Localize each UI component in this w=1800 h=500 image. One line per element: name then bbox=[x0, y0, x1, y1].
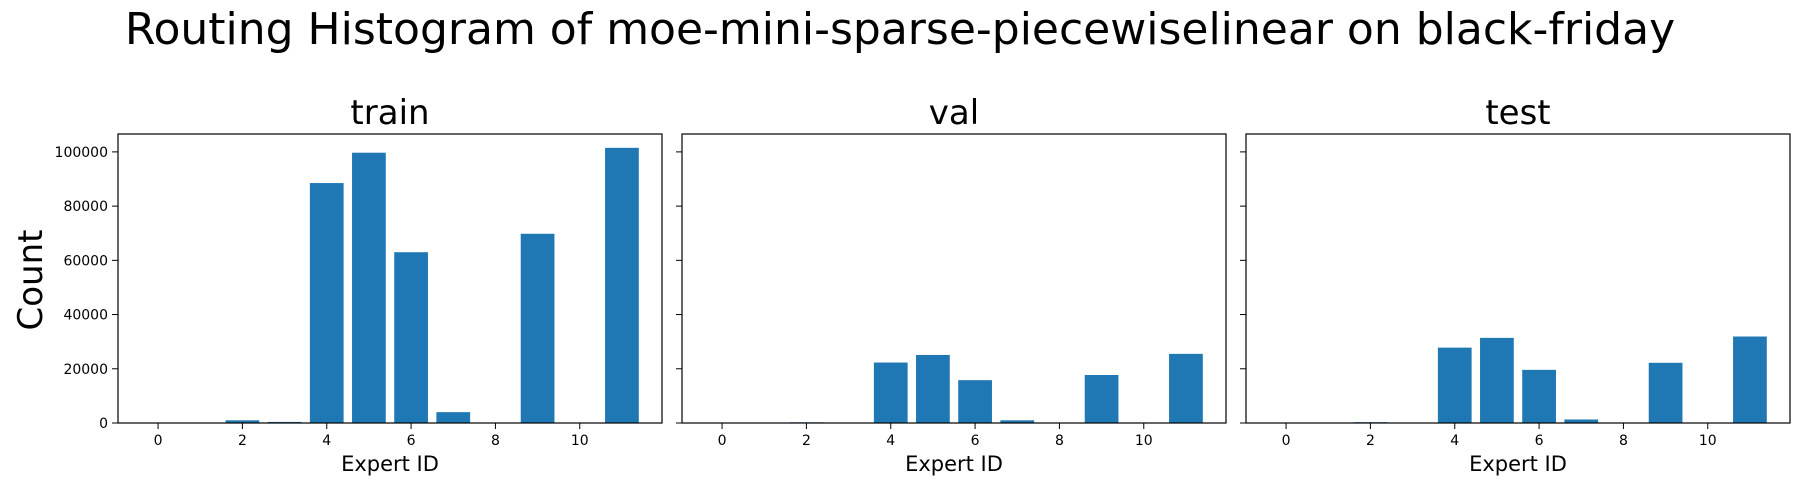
x-tick-label: 6 bbox=[971, 433, 980, 449]
axes-frame bbox=[117, 133, 663, 424]
bar-expert-6 bbox=[394, 252, 428, 423]
x-tick-label: 4 bbox=[886, 433, 895, 449]
y-tick-label: 60000 bbox=[63, 253, 108, 269]
subplot-val: 0 2 4 6 8 10 val Expert ID bbox=[676, 93, 1227, 476]
figure-title: Routing Histogram of moe-mini-sparse-pie… bbox=[125, 4, 1675, 55]
bar-expert-4 bbox=[309, 183, 344, 423]
x-tick-label: 8 bbox=[1619, 433, 1628, 449]
x-tick-label: 0 bbox=[154, 433, 163, 449]
subplot-train: 0 2 4 6 8 10 0 20000 40000 60000 80000 100000 train E… bbox=[55, 93, 663, 476]
subplot-title: train bbox=[350, 93, 429, 133]
subplot-title: val bbox=[929, 93, 979, 133]
bar-expert-6 bbox=[1522, 369, 1556, 423]
shared-y-axis-label: Count bbox=[11, 230, 51, 331]
x-tick-label: 10 bbox=[571, 433, 589, 449]
axes-frame bbox=[681, 133, 1227, 424]
y-tick-label: 100000 bbox=[55, 145, 108, 161]
bar-expert-6 bbox=[958, 380, 992, 423]
y-tick-label: 40000 bbox=[63, 308, 108, 324]
y-tick-label: 80000 bbox=[63, 199, 108, 215]
subplot-test: 0 2 4 6 8 10 test Expert ID bbox=[1240, 93, 1791, 476]
bar-expert-5 bbox=[352, 152, 386, 424]
x-tick-label: 10 bbox=[1699, 433, 1717, 449]
bar-expert-5 bbox=[1480, 337, 1514, 423]
subplot-title: test bbox=[1485, 93, 1550, 133]
x-tick-label: 2 bbox=[1366, 433, 1375, 449]
x-tick-label: 10 bbox=[1135, 433, 1153, 449]
bar-expert-9 bbox=[1084, 375, 1119, 423]
bar-expert-11 bbox=[1169, 353, 1203, 423]
bar-expert-11 bbox=[1733, 336, 1767, 423]
x-tick-label: 2 bbox=[802, 433, 811, 449]
x-axis-label: Expert ID bbox=[1469, 452, 1567, 476]
bar-expert-4 bbox=[873, 362, 908, 423]
bar-expert-7 bbox=[1564, 419, 1599, 423]
bar-expert-9 bbox=[1648, 362, 1683, 423]
bar-expert-11 bbox=[605, 147, 639, 423]
x-tick-label: 0 bbox=[1282, 433, 1291, 449]
x-tick-label: 8 bbox=[491, 433, 500, 449]
bar-expert-7 bbox=[436, 412, 471, 423]
x-tick-label: 6 bbox=[407, 433, 416, 449]
y-tick-label: 0 bbox=[99, 416, 108, 432]
bar-expert-9 bbox=[520, 233, 555, 423]
x-axis-label: Expert ID bbox=[341, 452, 439, 476]
x-tick-label: 4 bbox=[1450, 433, 1459, 449]
subplot-panels: 0 2 4 6 8 10 0 20000 40000 60000 80000 100000 train E… bbox=[55, 93, 1791, 476]
x-tick-label: 4 bbox=[322, 433, 331, 449]
x-tick-label: 8 bbox=[1055, 433, 1064, 449]
x-tick-label: 2 bbox=[238, 433, 247, 449]
bar-expert-7 bbox=[1000, 420, 1035, 423]
bar-expert-2 bbox=[225, 420, 260, 423]
y-tick-label: 20000 bbox=[63, 362, 108, 378]
x-axis-label: Expert ID bbox=[905, 452, 1003, 476]
x-tick-label: 0 bbox=[718, 433, 727, 449]
x-tick-label: 6 bbox=[1535, 433, 1544, 449]
axes-frame bbox=[1245, 133, 1791, 424]
bar-expert-5 bbox=[916, 354, 950, 423]
bar-expert-4 bbox=[1437, 347, 1472, 423]
